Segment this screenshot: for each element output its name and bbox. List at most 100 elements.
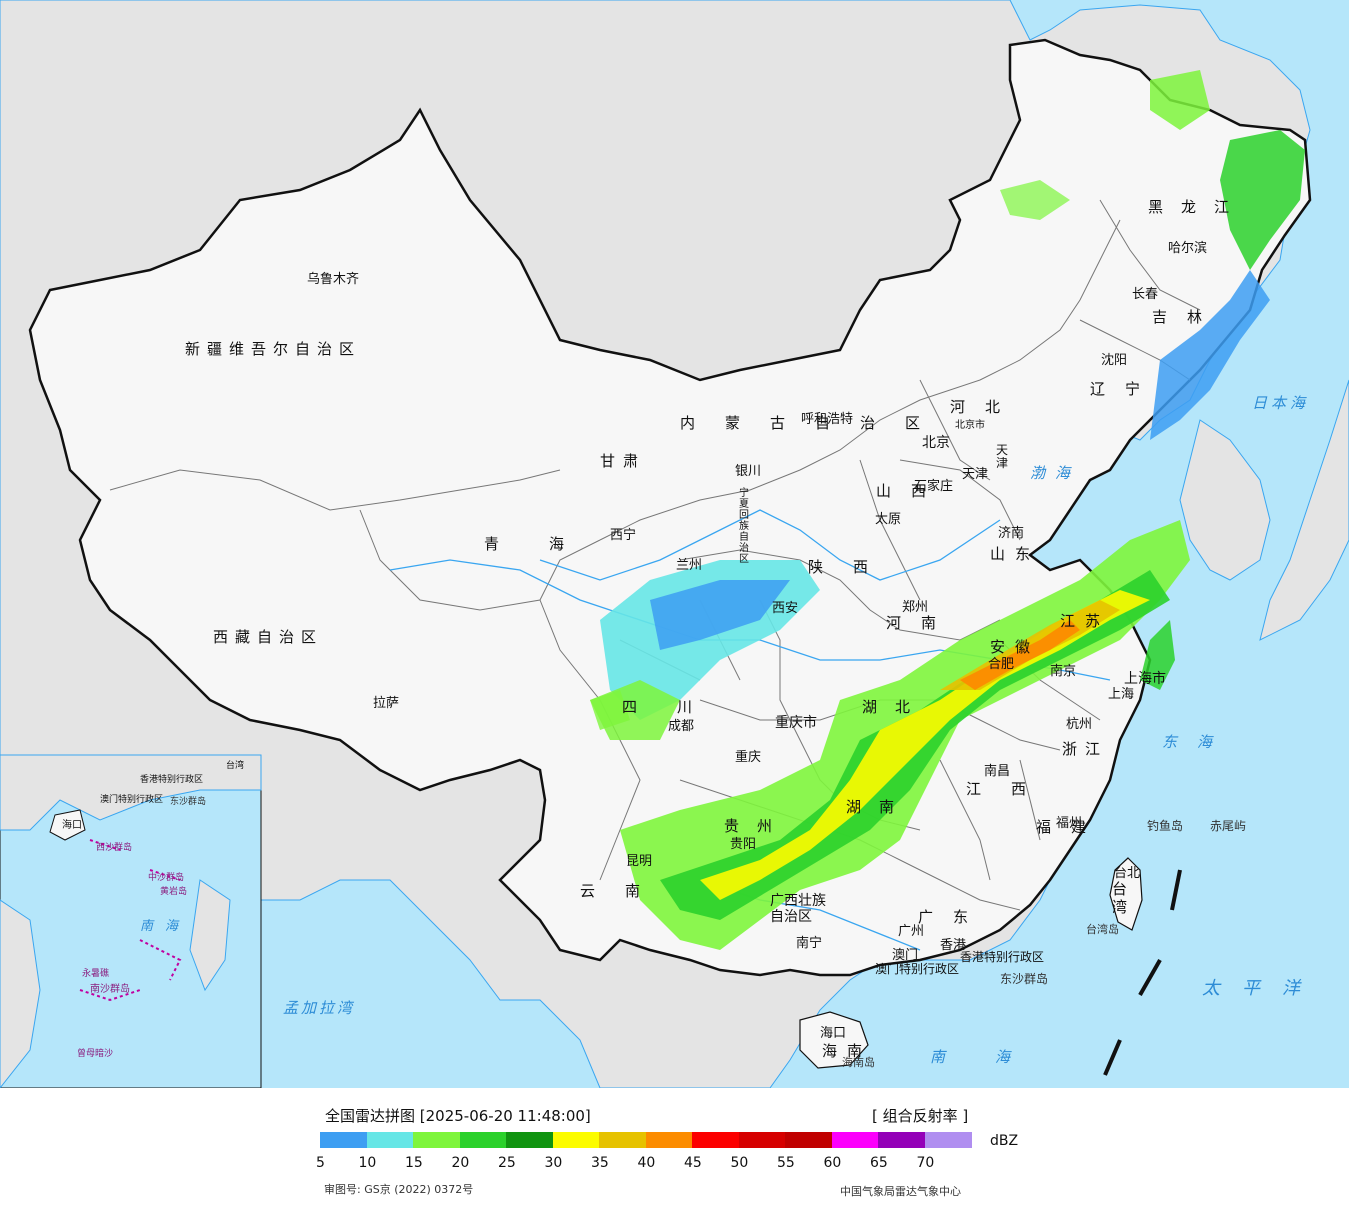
sea-label: 日本海 bbox=[1252, 394, 1310, 412]
region-label: 江西 bbox=[966, 780, 1057, 798]
city-label: 福州 bbox=[1056, 816, 1083, 831]
city-label: 拉萨 bbox=[373, 696, 400, 711]
region-label: 广西壮族自治区 bbox=[770, 893, 826, 925]
legend-product: [ 组合反射率 ] bbox=[872, 1107, 969, 1125]
inset-label: 永暑礁 bbox=[82, 969, 110, 979]
region-label: 青海 bbox=[484, 535, 615, 553]
island-label: 海南岛 bbox=[842, 1056, 875, 1069]
scale-tick: 20 bbox=[451, 1155, 470, 1171]
region-label: 山东 bbox=[990, 545, 1041, 563]
taiwan-island bbox=[1109, 857, 1143, 931]
region-label: 北京市 bbox=[955, 420, 985, 431]
region-label: 吉林 bbox=[1152, 308, 1223, 326]
region-label: 辽宁 bbox=[1090, 380, 1161, 398]
region-label: 海南 bbox=[822, 1042, 873, 1060]
radar-map[interactable] bbox=[0, 0, 1349, 1088]
korea bbox=[1179, 419, 1271, 581]
province-boundaries bbox=[109, 199, 1201, 911]
scale-tick: 30 bbox=[544, 1155, 563, 1171]
island-label: 赤尾屿 bbox=[1210, 819, 1247, 833]
scale-tick: 45 bbox=[684, 1155, 702, 1171]
city-label: 西宁 bbox=[610, 528, 637, 543]
color-swatch bbox=[366, 1132, 414, 1148]
color-swatch bbox=[413, 1132, 460, 1148]
color-swatch bbox=[924, 1132, 972, 1148]
inset-label: 曾母暗沙 bbox=[77, 1049, 114, 1059]
region-label: 浙江 bbox=[1062, 740, 1109, 758]
color-swatch bbox=[320, 1132, 367, 1148]
scale-tick: 50 bbox=[730, 1155, 749, 1171]
color-swatch bbox=[552, 1132, 600, 1148]
scale-tick: 70 bbox=[916, 1155, 935, 1171]
japan bbox=[1259, 379, 1349, 641]
inset-label: 黄岩岛 bbox=[160, 887, 188, 897]
city-label: 济南 bbox=[998, 526, 1025, 541]
city-label: 昆明 bbox=[626, 854, 653, 869]
city-label: 太原 bbox=[875, 512, 902, 527]
city-label: 台北 bbox=[1114, 866, 1141, 881]
region-label: 河南 bbox=[886, 614, 957, 632]
scale-tick: 65 bbox=[870, 1155, 888, 1171]
city-label: 哈尔滨 bbox=[1168, 241, 1208, 256]
sea-label: 东海 bbox=[1162, 733, 1233, 751]
region-label: 福建 bbox=[1036, 818, 1107, 836]
scale-tick: 25 bbox=[498, 1155, 516, 1171]
inset-label: 海口 bbox=[62, 820, 82, 831]
sea-label: 渤海 bbox=[1030, 464, 1081, 482]
city-label: 北京 bbox=[922, 435, 950, 451]
region-label: 山西 bbox=[876, 482, 947, 500]
city-label: 天津 bbox=[962, 467, 989, 482]
scale-tick: 60 bbox=[823, 1155, 842, 1171]
city-label: 长春 bbox=[1132, 287, 1159, 302]
china-mainland bbox=[28, 38, 1312, 977]
south-china-sea-inset bbox=[0, 754, 262, 1088]
region-label: 内蒙古自治区 bbox=[680, 414, 951, 432]
region-label: 湖北 bbox=[862, 698, 929, 716]
city-label: 银川 bbox=[735, 464, 762, 479]
city-label: 杭州 bbox=[1066, 717, 1093, 732]
city-label: 南昌 bbox=[984, 764, 1011, 779]
region-label: 新疆维吾尔自治区 bbox=[185, 340, 362, 358]
region-label: 湖南 bbox=[846, 798, 913, 816]
city-label: 成都 bbox=[668, 719, 695, 734]
region-label: 江苏 bbox=[1060, 612, 1111, 630]
city-label: 乌鲁木齐 bbox=[307, 272, 360, 287]
scale-tick: 40 bbox=[637, 1155, 656, 1171]
region-label: 宁夏回族自治区 bbox=[739, 488, 749, 565]
inset-label: 香港特别行政区 bbox=[140, 775, 204, 785]
legend-unit: dBZ bbox=[990, 1133, 1019, 1149]
color-swatch bbox=[459, 1132, 507, 1148]
color-swatch bbox=[785, 1132, 832, 1148]
city-label: 合肥 bbox=[988, 657, 1015, 672]
color-swatch bbox=[692, 1132, 739, 1148]
island-label: 钓鱼岛 bbox=[1147, 819, 1184, 833]
legend-panel bbox=[0, 1088, 1349, 1208]
scale-tick: 10 bbox=[358, 1155, 377, 1171]
color-swatch bbox=[878, 1132, 925, 1148]
region-label: 甘肃 bbox=[600, 452, 647, 470]
city-label: 广州 bbox=[898, 924, 925, 939]
city-label: 兰州 bbox=[676, 558, 703, 573]
color-swatch bbox=[831, 1132, 879, 1148]
island-label: 澳门特别行政区 bbox=[875, 962, 960, 976]
scale-tick: 55 bbox=[777, 1155, 795, 1171]
region-label: 重庆市 bbox=[775, 715, 817, 731]
scale-tick: 15 bbox=[405, 1155, 423, 1171]
city-label: 南京 bbox=[1050, 664, 1077, 679]
radar-echoes bbox=[590, 70, 1305, 950]
region-label: 台湾 bbox=[1112, 880, 1128, 916]
approval-number: 审图号: GS京 (2022) 0372号 bbox=[324, 1183, 474, 1196]
region-label: 黑龙江 bbox=[1148, 198, 1248, 216]
island-label: 香港特别行政区 bbox=[960, 950, 1045, 964]
region-label: 上海市 bbox=[1124, 671, 1166, 687]
inset-label: 中沙群岛 bbox=[148, 873, 185, 883]
city-label: 西安 bbox=[772, 601, 799, 616]
region-label: 安徽 bbox=[990, 638, 1041, 656]
region-label: 河北 bbox=[950, 398, 1021, 416]
inset-label: 南海 bbox=[140, 919, 191, 934]
city-label: 重庆 bbox=[735, 750, 762, 765]
island-label: 台湾岛 bbox=[1086, 923, 1119, 936]
sea-label: 太平洋 bbox=[1202, 978, 1322, 999]
inset-label: 西沙群岛 bbox=[96, 843, 133, 853]
region-label: 广东 bbox=[918, 908, 989, 926]
